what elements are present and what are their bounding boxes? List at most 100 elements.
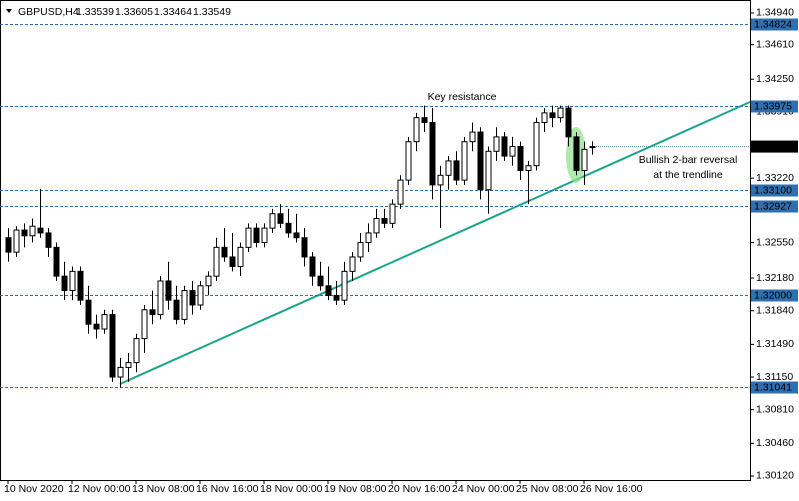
header-close: 1.33549 (193, 6, 231, 18)
y-tick-label: 1.31490 (756, 338, 794, 350)
header-low: 1.33464 (154, 6, 192, 18)
header-open: 1.33539 (76, 6, 114, 18)
candle-body (485, 150, 492, 191)
candle-body (77, 270, 84, 301)
plot-frame (0, 0, 751, 481)
candle-body (349, 256, 356, 272)
candle-body (37, 227, 44, 234)
y-tick-label: 1.32180 (756, 272, 794, 284)
candle-body (181, 290, 188, 320)
level-label: 1.34824 (754, 18, 792, 30)
x-tick-label: 24 Nov 00:00 (452, 483, 515, 495)
candle-body (141, 309, 148, 340)
candle-body (229, 256, 236, 268)
candle-body (293, 232, 300, 239)
candle-body (421, 117, 428, 123)
y-tick-label: 1.34250 (756, 73, 794, 85)
candle-body (373, 218, 380, 234)
y-tick-label: 1.34610 (756, 38, 794, 50)
candle-body (61, 275, 68, 292)
candle-body (581, 148, 588, 172)
candle-body (85, 299, 92, 325)
candle-body (245, 227, 252, 248)
candle-body (517, 145, 524, 172)
header: GBPUSD,H4 1.33539 1.33605 1.33464 1.3354… (18, 6, 231, 18)
candle-body (341, 270, 348, 301)
level-label-box (751, 18, 798, 31)
level-label: 1.33100 (754, 184, 792, 196)
candle-body (589, 146, 596, 149)
level-label-box (751, 184, 798, 197)
header-high: 1.33605 (115, 6, 153, 18)
x-tick-label: 13 Nov 08:00 (132, 483, 195, 495)
candle-body (13, 229, 20, 253)
x-tick-label: 26 Nov 16:00 (580, 483, 643, 495)
candle-body (261, 227, 268, 244)
candle-body (285, 222, 292, 234)
candle-body (413, 117, 420, 143)
candle-body (509, 145, 516, 157)
candle-body (469, 131, 476, 143)
level-label-box (751, 289, 798, 302)
level-label: 1.33975 (754, 100, 792, 112)
annotation: Key resistance (428, 91, 497, 103)
candle-body (69, 270, 76, 292)
annotation: at the trendline (653, 169, 723, 181)
candle-body (189, 290, 196, 306)
candle-body (309, 256, 316, 277)
candle-body (101, 314, 108, 330)
candle-body (557, 107, 564, 119)
x-tick-label: 25 Nov 08:00 (516, 483, 579, 495)
candle-body (357, 242, 364, 258)
candle-body (253, 227, 260, 244)
candle-body (477, 131, 484, 191)
candle-body (365, 232, 372, 244)
candle-body (125, 362, 132, 368)
candle-body (317, 275, 324, 287)
candle-body (173, 299, 180, 320)
candle-body (149, 309, 156, 316)
candle-body (533, 121, 540, 167)
candle-body (453, 160, 460, 181)
candle-body (405, 141, 412, 181)
candle-body (29, 225, 36, 237)
candle-body (197, 285, 204, 306)
x-tick-label: 12 Nov 00:00 (68, 483, 131, 495)
candle-body (133, 338, 140, 364)
candle-body (541, 112, 548, 123)
y-tick-label: 1.33220 (756, 172, 794, 184)
menu-arrow (6, 9, 12, 13)
candle-body (389, 203, 396, 224)
candle-body (525, 165, 532, 172)
candle-body (165, 280, 172, 301)
x-tick-label: 16 Nov 16:00 (196, 483, 259, 495)
y-tick-label: 1.30460 (756, 437, 794, 449)
candle-body (213, 246, 220, 277)
y-tick-label: 1.31150 (756, 371, 793, 383)
x-tick-label: 19 Nov 08:00 (324, 483, 387, 495)
candle-body (21, 229, 28, 237)
candle-body (437, 174, 444, 186)
candle-body (397, 179, 404, 205)
candle-body (501, 136, 508, 157)
candle-body (573, 136, 580, 172)
candle-body (269, 213, 276, 229)
y-tick-label: 1.32550 (756, 236, 794, 248)
candle-body (117, 366, 124, 378)
level-label-box (751, 200, 798, 213)
candle-body (93, 323, 100, 330)
candle-body (5, 237, 12, 253)
candle-body (221, 246, 228, 258)
y-tick-label: 1.34940 (756, 7, 794, 19)
level-label: 1.31041 (754, 381, 792, 393)
x-tick-label: 10 Nov 2020 (4, 483, 64, 495)
candle-body (549, 112, 556, 119)
current-price-box (751, 140, 798, 153)
candle-body (445, 160, 452, 176)
level-label: 1.32000 (754, 289, 792, 301)
symbol: GBPUSD,H4 (18, 6, 79, 18)
candle-body (325, 285, 332, 296)
candle-body (493, 136, 500, 152)
current-price-label: 1.33549 (754, 140, 792, 152)
level-label-box (751, 100, 798, 113)
